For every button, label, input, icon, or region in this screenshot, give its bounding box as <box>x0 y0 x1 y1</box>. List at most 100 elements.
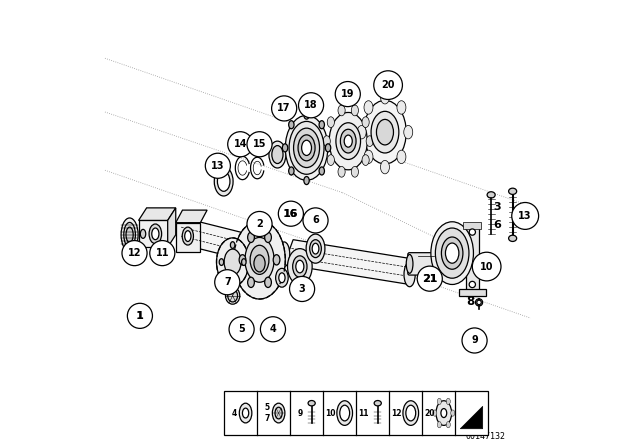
Circle shape <box>512 202 539 229</box>
Circle shape <box>260 317 285 342</box>
Ellipse shape <box>272 146 283 164</box>
Ellipse shape <box>224 249 241 275</box>
Ellipse shape <box>437 398 442 405</box>
Ellipse shape <box>441 409 447 418</box>
Text: 13: 13 <box>518 211 532 221</box>
Ellipse shape <box>140 229 146 238</box>
Ellipse shape <box>216 238 249 286</box>
Polygon shape <box>181 220 271 264</box>
Ellipse shape <box>487 192 495 198</box>
Text: 20: 20 <box>381 80 395 90</box>
Ellipse shape <box>435 228 469 278</box>
Ellipse shape <box>149 224 162 244</box>
Ellipse shape <box>376 119 394 145</box>
Ellipse shape <box>312 243 319 254</box>
Ellipse shape <box>397 101 406 114</box>
Ellipse shape <box>289 121 294 129</box>
Ellipse shape <box>469 229 476 235</box>
Ellipse shape <box>152 228 159 240</box>
Ellipse shape <box>294 128 319 168</box>
Text: 21: 21 <box>422 274 438 284</box>
Ellipse shape <box>327 117 335 128</box>
Ellipse shape <box>306 234 325 263</box>
Circle shape <box>247 211 272 237</box>
Ellipse shape <box>285 115 328 180</box>
Ellipse shape <box>230 276 235 283</box>
Bar <box>176 223 200 252</box>
Text: 4: 4 <box>269 324 276 334</box>
Ellipse shape <box>219 258 223 265</box>
Text: 5: 5 <box>238 324 245 334</box>
Circle shape <box>205 153 230 178</box>
Ellipse shape <box>380 90 390 104</box>
Circle shape <box>289 276 315 302</box>
Ellipse shape <box>509 188 516 194</box>
Ellipse shape <box>406 254 413 273</box>
Ellipse shape <box>446 398 451 405</box>
Circle shape <box>278 201 303 226</box>
Circle shape <box>214 270 240 295</box>
Ellipse shape <box>351 105 358 116</box>
Text: 3: 3 <box>299 284 305 294</box>
Ellipse shape <box>509 235 516 241</box>
Ellipse shape <box>380 160 390 174</box>
Ellipse shape <box>374 401 381 406</box>
Text: 11: 11 <box>156 248 169 258</box>
Ellipse shape <box>366 136 373 146</box>
Ellipse shape <box>278 242 290 267</box>
Ellipse shape <box>239 254 246 265</box>
Polygon shape <box>465 224 479 296</box>
Ellipse shape <box>319 121 324 129</box>
Ellipse shape <box>433 410 437 416</box>
Text: 16: 16 <box>284 209 298 219</box>
Text: 9: 9 <box>471 336 478 345</box>
Ellipse shape <box>351 166 358 177</box>
Ellipse shape <box>362 117 369 128</box>
Ellipse shape <box>357 125 366 139</box>
Ellipse shape <box>323 136 330 146</box>
Ellipse shape <box>371 111 399 153</box>
Polygon shape <box>138 208 176 220</box>
Ellipse shape <box>245 237 274 282</box>
Text: 20: 20 <box>424 409 435 418</box>
Ellipse shape <box>304 177 309 185</box>
Ellipse shape <box>248 232 254 242</box>
Ellipse shape <box>364 150 373 164</box>
Ellipse shape <box>397 150 406 164</box>
Polygon shape <box>463 222 481 229</box>
Text: 8: 8 <box>466 294 474 308</box>
Ellipse shape <box>239 403 252 423</box>
Ellipse shape <box>304 111 309 119</box>
Ellipse shape <box>214 167 233 196</box>
Ellipse shape <box>404 125 413 139</box>
Text: 17: 17 <box>277 103 291 113</box>
Ellipse shape <box>338 105 345 116</box>
Polygon shape <box>284 240 419 284</box>
Ellipse shape <box>451 410 455 416</box>
Bar <box>223 391 488 435</box>
Circle shape <box>374 71 403 99</box>
Bar <box>138 220 168 247</box>
Ellipse shape <box>230 242 235 248</box>
Text: 19: 19 <box>341 89 355 99</box>
Text: 4: 4 <box>232 409 237 418</box>
Polygon shape <box>459 289 486 296</box>
Text: 5
7: 5 7 <box>264 403 269 423</box>
Text: 1: 1 <box>136 311 143 321</box>
Ellipse shape <box>310 240 321 258</box>
Text: 7: 7 <box>224 277 230 287</box>
Circle shape <box>228 132 253 157</box>
Ellipse shape <box>265 232 271 242</box>
Text: 11: 11 <box>358 409 369 418</box>
Ellipse shape <box>298 135 315 161</box>
Ellipse shape <box>124 223 136 247</box>
Ellipse shape <box>254 255 265 272</box>
Text: 12: 12 <box>128 248 141 258</box>
Ellipse shape <box>287 249 312 284</box>
Ellipse shape <box>241 258 246 265</box>
Ellipse shape <box>337 401 353 426</box>
Ellipse shape <box>126 227 133 242</box>
Ellipse shape <box>279 273 285 283</box>
Ellipse shape <box>437 422 442 428</box>
Ellipse shape <box>243 408 249 418</box>
